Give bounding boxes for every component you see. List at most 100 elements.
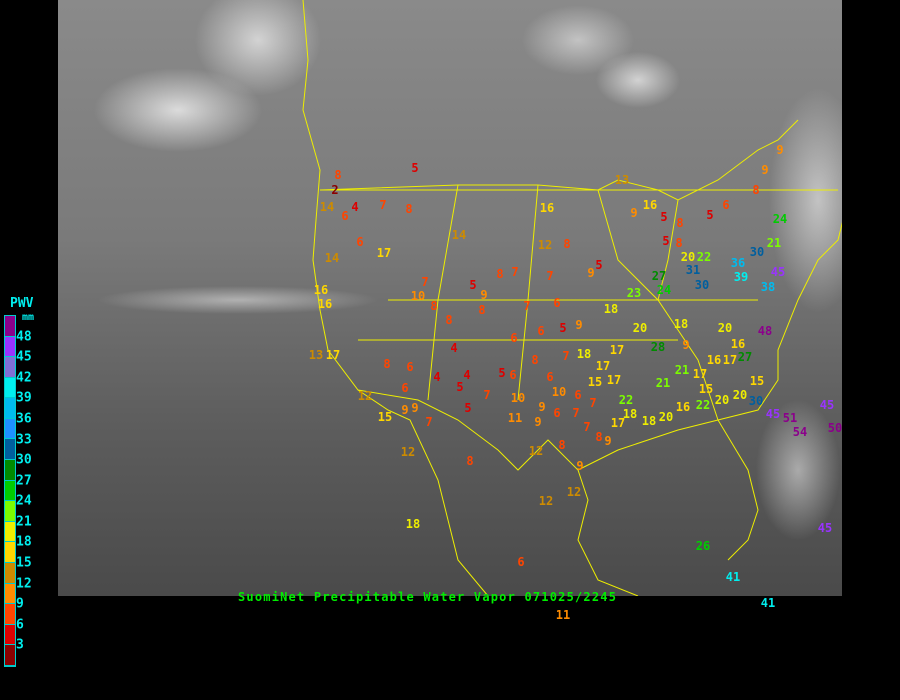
legend-label: 45 (16, 349, 32, 365)
station-pwv-value: 5 (469, 278, 477, 292)
station-pwv-value: 18 (576, 347, 592, 361)
station-pwv-value: 9 (538, 400, 546, 414)
station-pwv-value: 14 (319, 200, 335, 214)
station-pwv-value: 24 (772, 212, 788, 226)
station-pwv-value: 9 (587, 266, 595, 280)
station-pwv-value: 50 (827, 421, 843, 435)
station-pwv-value: 22 (696, 250, 712, 264)
station-pwv-value: 6 (517, 555, 525, 569)
station-pwv-value: 4 (450, 341, 458, 355)
station-pwv-value: 6 (509, 368, 517, 382)
station-pwv-value: 7 (546, 269, 554, 283)
station-pwv-value: 7 (511, 265, 519, 279)
legend-label: 21 (16, 514, 32, 530)
station-pwv-value: 9 (682, 338, 690, 352)
station-pwv-value: 5 (464, 401, 472, 415)
station-pwv-value: 6 (401, 381, 409, 395)
legend-swatch (5, 604, 15, 625)
station-pwv-value: 17 (376, 246, 392, 260)
legend-label: 9 (16, 596, 24, 612)
station-pwv-value: 6 (341, 209, 349, 223)
legend-unit: mm (22, 312, 35, 323)
station-pwv-value: 6 (510, 331, 518, 345)
station-pwv-value: 5 (456, 380, 464, 394)
legend-label: 12 (16, 576, 32, 592)
station-pwv-value: 48 (757, 324, 773, 338)
station-pwv-value: 9 (604, 434, 612, 448)
station-pwv-value: 7 (379, 198, 387, 212)
station-pwv-value: 41 (760, 596, 776, 610)
station-pwv-value: 6 (553, 296, 561, 310)
station-pwv-value: 7 (583, 420, 591, 434)
station-pwv-value: 23 (626, 286, 642, 300)
legend-label: 48 (16, 329, 32, 345)
station-pwv-value: 20 (732, 388, 748, 402)
legend-swatch (5, 418, 15, 440)
station-pwv-value: 6 (574, 388, 582, 402)
legend-title: PWV (10, 296, 34, 311)
station-pwv-value: 22 (618, 393, 634, 407)
station-pwv-value: 4 (351, 200, 359, 214)
station-pwv-value: 2 (331, 183, 339, 197)
station-pwv-value: 21 (766, 236, 782, 250)
station-pwv-value: 16 (675, 400, 691, 414)
station-pwv-value: 45 (817, 521, 833, 535)
legend-swatch (5, 624, 15, 646)
station-pwv-value: 6 (546, 370, 554, 384)
legend-swatch (5, 357, 15, 378)
station-pwv-value: 4 (433, 370, 441, 384)
station-pwv-value: 5 (498, 366, 506, 380)
station-pwv-value: 38 (760, 280, 776, 294)
station-pwv-value: 5 (411, 161, 419, 175)
station-pwv-value: 30 (749, 245, 765, 259)
station-pwv-value: 6 (553, 406, 561, 420)
station-pwv-value: 16 (317, 297, 333, 311)
station-pwv-value: 28 (650, 340, 666, 354)
station-pwv-value: 10 (510, 391, 526, 405)
station-pwv-value: 12 (538, 494, 554, 508)
station-pwv-value: 8 (496, 267, 504, 281)
legend-label: 36 (16, 411, 32, 427)
station-pwv-value: 7 (562, 349, 570, 363)
legend-label: 24 (16, 493, 32, 509)
station-pwv-value: 13 (308, 348, 324, 362)
station-pwv-value: 5 (595, 258, 603, 272)
station-pwv-value: 9 (761, 163, 769, 177)
legend-swatch (5, 316, 15, 337)
station-pwv-value: 45 (765, 407, 781, 421)
station-pwv-value: 12 (528, 444, 544, 458)
station-pwv-value: 12 (537, 238, 553, 252)
legend-label: 27 (16, 473, 32, 489)
station-pwv-value: 22 (695, 398, 711, 412)
station-pwv-value: 27 (651, 269, 667, 283)
satellite-map (58, 0, 842, 596)
station-pwv-value: 17 (325, 348, 341, 362)
station-pwv-value: 5 (660, 210, 668, 224)
station-pwv-value: 15 (587, 375, 603, 389)
station-pwv-value: 6 (406, 360, 414, 374)
station-pwv-value: 39 (733, 270, 749, 284)
legend-swatch (5, 521, 15, 543)
station-pwv-value: 8 (531, 353, 539, 367)
station-pwv-value: 8 (595, 430, 603, 444)
station-pwv-value: 8 (405, 202, 413, 216)
station-pwv-value: 7 (483, 388, 491, 402)
station-pwv-value: 13 (614, 173, 630, 187)
caption-timestamp: 071025/2245 (524, 590, 618, 604)
station-pwv-value: 8 (676, 216, 684, 230)
legend-label: 42 (16, 370, 32, 386)
station-pwv-value: 18 (673, 317, 689, 331)
station-pwv-value: 8 (466, 454, 474, 468)
station-pwv-value: 9 (401, 403, 409, 417)
legend-label: 6 (16, 617, 24, 633)
station-pwv-value: 24 (656, 283, 672, 297)
station-pwv-value: 8 (334, 168, 342, 182)
station-pwv-value: 15 (698, 382, 714, 396)
station-pwv-value: 17 (722, 353, 738, 367)
station-pwv-value: 7 (572, 406, 580, 420)
station-pwv-value: 17 (595, 359, 611, 373)
station-pwv-value: 8 (430, 299, 438, 313)
legend-swatch (5, 501, 15, 522)
station-pwv-value: 7 (523, 299, 531, 313)
